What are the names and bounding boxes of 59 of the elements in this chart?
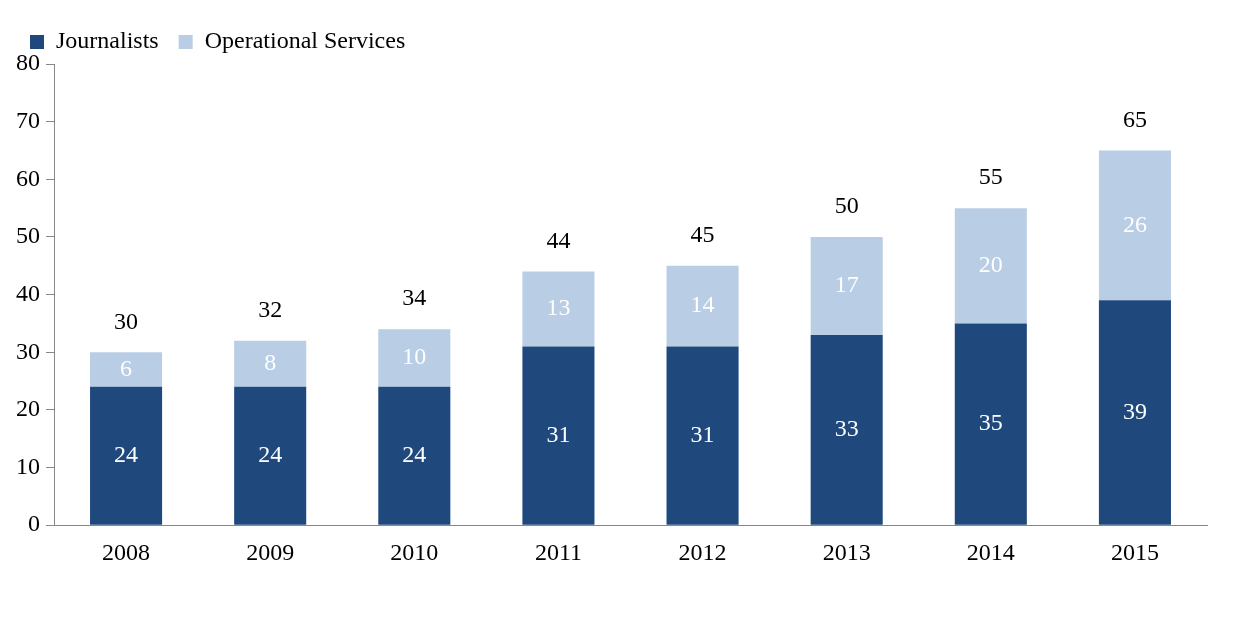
bar <box>810 334 883 525</box>
total-label: 50 <box>834 192 859 219</box>
data-label: 31 <box>690 420 715 447</box>
bar <box>378 329 451 387</box>
bar <box>522 271 595 347</box>
x-tick-label: 2009 <box>246 538 295 565</box>
total-label: 32 <box>258 296 283 323</box>
data-label: 33 <box>834 415 859 442</box>
data-label: 10 <box>402 343 427 370</box>
x-tick-label: 2011 <box>534 538 582 565</box>
bar <box>378 386 451 525</box>
bar <box>1098 150 1171 301</box>
y-tick-label: 50 <box>16 222 40 249</box>
total-label: 55 <box>978 163 1003 190</box>
bar <box>666 265 739 347</box>
legend-label: Operational Services <box>204 27 406 54</box>
y-tick-label: 20 <box>16 395 40 422</box>
total-label: 65 <box>1122 105 1147 132</box>
data-label: 17 <box>834 271 859 298</box>
data-label: 26 <box>1122 210 1147 237</box>
bar <box>954 323 1027 525</box>
bar <box>1098 300 1171 525</box>
data-label: 31 <box>546 420 571 447</box>
total-label: 34 <box>402 284 427 311</box>
data-label: 14 <box>690 291 715 318</box>
bar <box>810 236 883 335</box>
y-tick-label: 60 <box>16 164 40 191</box>
bar <box>954 208 1027 324</box>
bar <box>90 352 163 387</box>
data-label: 20 <box>978 251 1003 278</box>
y-tick-label: 30 <box>16 337 40 364</box>
y-tick-label: 0 <box>28 510 40 537</box>
bar <box>522 346 595 525</box>
y-tick-label: 10 <box>16 452 40 479</box>
data-label: 24 <box>402 441 427 468</box>
y-tick-label: 40 <box>16 279 40 306</box>
data-label: 24 <box>114 441 139 468</box>
y-tick-label: 70 <box>16 106 40 133</box>
data-label: 39 <box>1122 397 1147 424</box>
total-label: 44 <box>546 226 571 253</box>
total-label: 45 <box>690 221 715 248</box>
x-tick-label: 2015 <box>1110 538 1159 565</box>
x-tick-label: 2008 <box>102 538 151 565</box>
data-label: 35 <box>978 409 1003 436</box>
data-label: 6 <box>120 354 133 381</box>
bar <box>90 386 163 525</box>
x-tick-label: 2012 <box>678 538 727 565</box>
data-label: 8 <box>264 349 277 376</box>
bar <box>234 340 307 387</box>
x-tick-label: 2010 <box>390 538 439 565</box>
total-label: 30 <box>114 307 139 334</box>
y-tick-label: 80 <box>16 49 40 76</box>
data-label: 13 <box>546 294 571 321</box>
bar <box>666 346 739 525</box>
legend-label: Journalists <box>56 27 159 54</box>
data-label: 24 <box>258 441 283 468</box>
x-tick-label: 2013 <box>822 538 871 565</box>
bar <box>234 386 307 525</box>
x-tick-label: 2014 <box>966 538 1015 565</box>
